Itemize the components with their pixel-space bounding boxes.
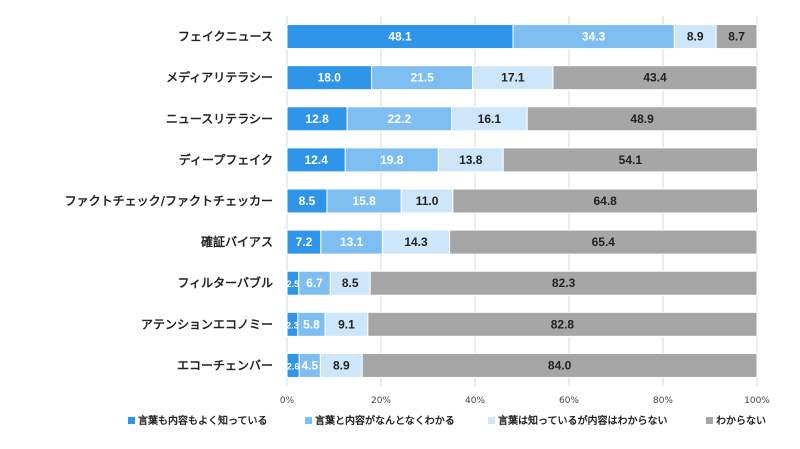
data-label: 34.3 (582, 30, 606, 44)
category-label: ディープフェイク (179, 152, 273, 167)
x-tick-label: 100% (744, 396, 770, 406)
data-label: 18.0 (318, 71, 342, 85)
bar-segment (381, 229, 451, 255)
bar-segment (319, 352, 363, 378)
data-label: 19.8 (380, 153, 404, 167)
data-label: 8.7 (728, 30, 745, 44)
category-label: ファクトチェック/ファクトチェッカー (65, 194, 273, 208)
bar-segment (369, 270, 758, 296)
bar-segment (324, 311, 369, 337)
data-label: 21.5 (410, 71, 434, 85)
legend-swatch (706, 417, 713, 424)
bar-segment (449, 229, 758, 255)
data-label: 22.2 (388, 112, 412, 126)
bar-segment (344, 147, 439, 173)
bar-segment (472, 65, 554, 91)
bar-segment (298, 270, 331, 296)
category-label: エコーチェンバー (177, 358, 273, 372)
data-label: 8.9 (687, 30, 704, 44)
category-label: メディアリテラシー (166, 70, 273, 85)
data-label: 16.1 (478, 112, 502, 126)
data-label: 48.9 (630, 112, 654, 126)
data-label: 2.6 (287, 361, 300, 371)
data-label: 65.4 (592, 235, 616, 249)
bar-segment (502, 147, 758, 173)
data-label: 13.8 (459, 153, 483, 167)
x-tick-label: 20% (371, 396, 391, 406)
x-tick-label: 80% (653, 396, 673, 406)
category-label: ニュースリテラシー (166, 112, 273, 126)
legend-swatch (305, 417, 312, 424)
data-label: 2.3 (286, 320, 299, 330)
data-label: 12.8 (305, 112, 329, 126)
data-label: 13.1 (340, 235, 364, 249)
data-label: 64.8 (594, 194, 618, 208)
category-label: フィルターバブル (177, 275, 273, 290)
bar-segment (346, 106, 452, 132)
data-label: 5.8 (303, 317, 320, 331)
x-tick-label: 0% (280, 396, 295, 406)
data-label: 15.8 (352, 194, 376, 208)
legend-swatch (128, 417, 135, 424)
data-label: 14.3 (404, 235, 428, 249)
data-label: 17.1 (501, 71, 525, 85)
bar-segment (286, 65, 373, 91)
bar-segment (361, 352, 758, 378)
data-label: 84.0 (548, 358, 572, 372)
data-label: 8.9 (333, 358, 350, 372)
bar-segment (451, 106, 528, 132)
data-label: 4.5 (301, 358, 318, 372)
legend-label: 言葉は知っているが内容はわからない (498, 414, 668, 427)
data-label: 82.8 (551, 317, 575, 331)
bar-segment (286, 147, 346, 173)
data-label: 8.5 (342, 276, 359, 290)
bar-segment (371, 65, 474, 91)
legend-label: 言葉と内容がなんとなくわかる (315, 414, 455, 427)
bar-segment (367, 311, 758, 337)
data-label: 11.0 (416, 194, 439, 208)
data-label: 6.7 (306, 276, 323, 290)
data-label: 2.5 (287, 279, 300, 289)
data-label: 54.1 (619, 153, 643, 167)
x-tick-label: 40% (465, 396, 485, 406)
category-label: 確証バイアス (201, 234, 273, 249)
bar-segment (286, 188, 328, 214)
bar-segment (286, 106, 348, 132)
bar-segment (552, 65, 758, 91)
legend-swatch (488, 417, 495, 424)
data-label: 8.5 (299, 194, 316, 208)
data-label: 43.4 (643, 71, 667, 85)
data-label: 82.3 (552, 276, 576, 290)
data-label: 12.4 (304, 153, 328, 167)
category-label: フェイクニュース (178, 30, 273, 44)
bar-segment (452, 188, 758, 214)
bar-segment (526, 106, 758, 132)
data-label: 9.1 (338, 317, 355, 331)
x-tick-label: 60% (559, 396, 579, 406)
category-label: アテンションエコノミー (141, 317, 273, 331)
data-label: 7.2 (296, 235, 313, 249)
legend-label: わからない (716, 415, 766, 427)
bar-segment (715, 24, 758, 50)
bar-segment (286, 24, 514, 50)
legend-label: 言葉も内容もよく知っている (138, 414, 268, 427)
data-label: 48.1 (388, 30, 412, 44)
bar-segment (297, 311, 326, 337)
bar-segment (326, 188, 402, 214)
